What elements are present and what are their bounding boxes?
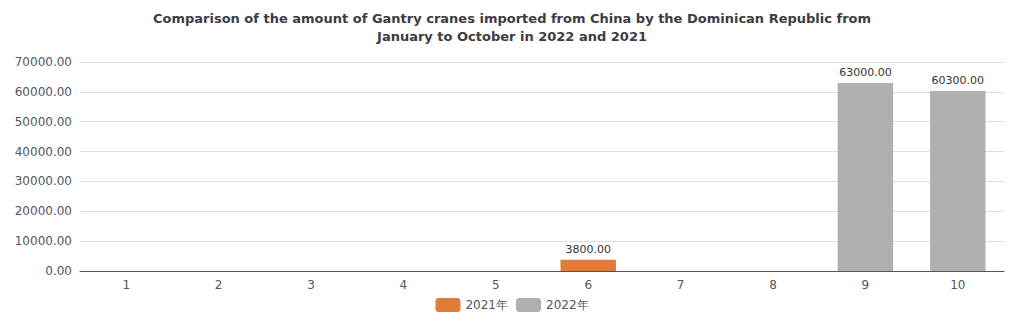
svg-text:60000.00: 60000.00 — [15, 85, 72, 99]
svg-text:10000.00: 10000.00 — [15, 234, 72, 248]
svg-text:30000.00: 30000.00 — [15, 174, 72, 188]
svg-text:2021年: 2021年 — [465, 298, 508, 312]
svg-text:70000.00: 70000.00 — [15, 55, 72, 69]
svg-text:January to October in 2022 and: January to October in 2022 and 2021 — [376, 29, 647, 44]
svg-text:20000.00: 20000.00 — [15, 204, 72, 218]
svg-text:9: 9 — [862, 278, 870, 292]
svg-text:8: 8 — [769, 278, 777, 292]
svg-text:2022年: 2022年 — [546, 298, 589, 312]
svg-text:Comparison of the amount of Ga: Comparison of the amount of Gantry crane… — [153, 11, 871, 26]
svg-text:2: 2 — [215, 278, 223, 292]
svg-text:40000.00: 40000.00 — [15, 145, 72, 159]
svg-text:3800.00: 3800.00 — [565, 243, 611, 256]
svg-text:1: 1 — [122, 278, 130, 292]
svg-text:60300.00: 60300.00 — [932, 74, 985, 87]
svg-text:10: 10 — [950, 278, 965, 292]
svg-text:50000.00: 50000.00 — [15, 115, 72, 129]
svg-text:6: 6 — [584, 278, 592, 292]
svg-text:4: 4 — [400, 278, 408, 292]
svg-text:3: 3 — [307, 278, 315, 292]
svg-text:63000.00: 63000.00 — [839, 66, 892, 79]
svg-text:5: 5 — [492, 278, 500, 292]
svg-text:7: 7 — [677, 278, 685, 292]
svg-text:0.00: 0.00 — [45, 264, 72, 278]
